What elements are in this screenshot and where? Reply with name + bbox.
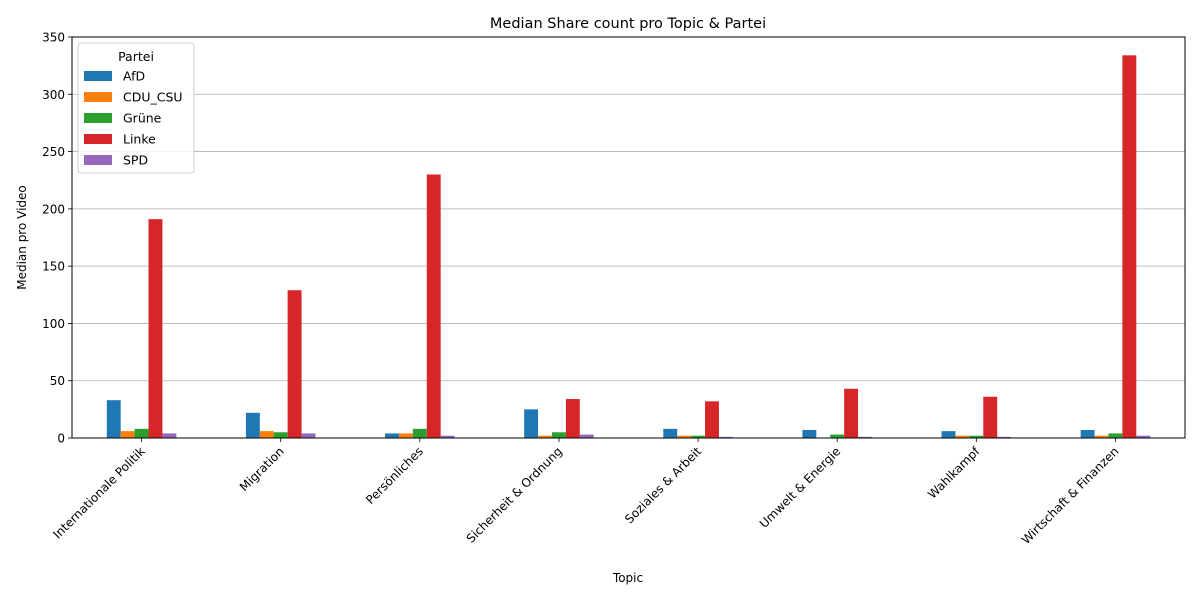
x-tick-label: Wirtschaft & Finanzen [1019, 444, 1122, 547]
x-tick-label: Persönliches [363, 444, 426, 507]
bar-afd [802, 429, 817, 438]
bar-spd [858, 436, 872, 438]
legend-label: CDU_CSU [123, 90, 183, 105]
bar-linke [148, 219, 163, 438]
bar-afd [941, 431, 956, 438]
legend-label: SPD [123, 153, 148, 168]
bar-linke [844, 388, 859, 438]
bar-spd [162, 433, 177, 438]
bar-afd [106, 400, 121, 438]
y-tick-label: 0 [57, 432, 65, 446]
bar-linke [983, 396, 998, 438]
bar-gr-ne [1108, 433, 1123, 438]
bars-layer [106, 55, 1151, 439]
y-tick-label: 250 [42, 145, 65, 159]
x-axis: Internationale Politik Migration Persönlic… [50, 438, 1122, 547]
x-axis-title: Topic [612, 571, 643, 585]
x-tick-label: Sicherheit & Ordnung [464, 444, 565, 545]
bar-gr-ne [551, 432, 566, 438]
bar-cdu-csu [955, 435, 970, 438]
y-tick-label: 350 [42, 31, 65, 45]
y-tick-label: 200 [42, 202, 65, 216]
x-tick-label: Internationale Politik [50, 444, 147, 541]
bar-spd [301, 433, 316, 438]
y-tick-label: 300 [42, 88, 65, 102]
legend-swatch [84, 155, 112, 165]
bar-linke [1122, 55, 1137, 439]
bar-gr-ne [691, 435, 706, 438]
bar-linke [426, 174, 441, 438]
plot-frame [71, 36, 1186, 439]
bar-linke [705, 401, 719, 438]
bar-gr-ne [134, 428, 149, 438]
x-tick-label: Wahlkampf [925, 444, 983, 502]
bar-linke [287, 290, 302, 438]
legend-swatch [84, 92, 112, 102]
legend-swatch [84, 113, 112, 123]
bar-cdu-csu [538, 435, 552, 438]
y-tick-label: 100 [42, 317, 65, 331]
legend-swatch [84, 71, 112, 81]
chart-title: Median Share count pro Topic & Partei [490, 16, 766, 32]
legend-label: Linke [123, 132, 156, 147]
bar-afd [385, 433, 399, 438]
bar-cdu-csu [259, 431, 274, 438]
bar-cdu-csu [120, 431, 135, 438]
bar-afd [245, 412, 260, 438]
bar-spd [997, 436, 1012, 438]
bar-spd [718, 436, 733, 438]
legend-label: Grüne [123, 111, 162, 126]
legend-label: AfD [123, 69, 145, 84]
y-axis-title: Median pro Video [15, 185, 29, 290]
bar-spd [440, 435, 455, 438]
bar-cdu-csu [398, 433, 413, 438]
grid-layer [72, 93, 1185, 382]
bar-gr-ne [969, 435, 984, 438]
legend-title: Partei [118, 49, 154, 64]
x-tick-label: Soziales & Arbeit [622, 444, 704, 526]
bar-afd [663, 428, 678, 438]
legend: Partei AfD CDU_CSU Grüne Linke SPD [77, 42, 195, 174]
y-tick-label: 150 [42, 260, 65, 274]
bar-cdu-csu [1094, 435, 1109, 438]
bar-gr-ne [273, 432, 288, 438]
bar-linke [565, 399, 580, 438]
bar-gr-ne [830, 434, 845, 438]
bar-spd [579, 434, 594, 438]
legend-swatch [84, 134, 112, 144]
bar-afd [1080, 429, 1095, 438]
bar-spd [1136, 435, 1151, 438]
y-tick-label: 50 [50, 374, 65, 388]
y-axis: 0 50 100 150 200 250 300 350 [42, 31, 72, 446]
bar-gr-ne [412, 428, 427, 438]
x-tick-label: Umwelt & Energie [757, 444, 843, 530]
bar-cdu-csu [677, 435, 692, 438]
x-tick-label: Migration [237, 444, 287, 494]
bar-afd [524, 409, 539, 438]
